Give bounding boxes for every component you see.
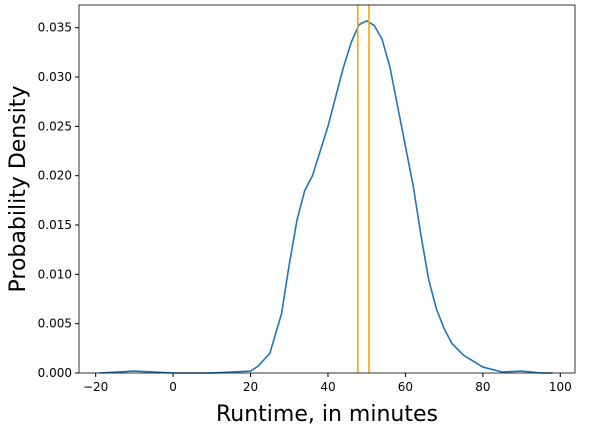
y-tick-label: 0.010 [38,267,72,281]
x-tick-label: 100 [549,380,572,394]
y-tick-label: 0.025 [38,119,72,133]
y-tick-label: 0.020 [38,169,72,183]
x-tick-label: −20 [83,380,108,394]
x-tick-label: 20 [243,380,258,394]
x-tick-label: 80 [475,380,490,394]
y-tick-label: 0.030 [38,70,72,84]
y-axis-label: Probability Density [6,86,31,293]
y-tick-label: 0.005 [38,317,72,331]
x-axis-label: Runtime, in minutes [216,402,438,426]
x-tick-label: 60 [398,380,413,394]
y-tick-label: 0.015 [38,218,72,232]
density-line [99,19,553,374]
y-tick-label: 0.000 [38,366,72,380]
x-tick-label: 40 [320,380,335,394]
plot-frame [78,4,576,374]
y-tick-label: 0.035 [38,21,72,35]
x-tick-label: 0 [169,380,177,394]
